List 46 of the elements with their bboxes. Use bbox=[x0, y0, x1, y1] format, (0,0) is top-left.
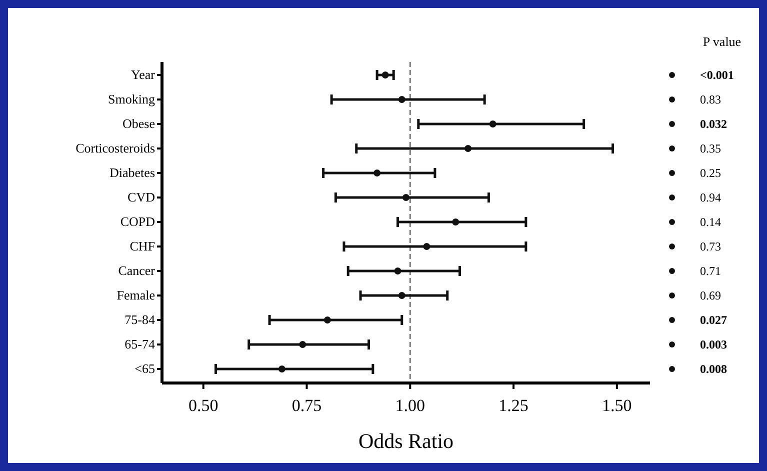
point bbox=[402, 194, 410, 201]
point bbox=[278, 366, 286, 372]
text: P value bbox=[702, 34, 742, 49]
x-axis-title: Odds Ratio bbox=[358, 429, 454, 453]
point bbox=[423, 243, 430, 250]
point bbox=[452, 218, 460, 226]
y-tick-label: Smoking bbox=[108, 92, 156, 106]
y-tick-label: 65-74 bbox=[124, 336, 156, 352]
text: 0.027 bbox=[700, 313, 727, 327]
y-tick-label: Female bbox=[116, 288, 156, 302]
y-tick-label: COPD bbox=[120, 214, 155, 229]
x-tick-label: 0.75 bbox=[292, 396, 322, 415]
x-tick-label: 1.00 bbox=[395, 396, 426, 415]
text: 0.35 bbox=[700, 142, 721, 156]
text: <0.001 bbox=[700, 68, 734, 82]
text: 0.003 bbox=[700, 338, 727, 352]
text: 0.73 bbox=[700, 240, 721, 254]
point bbox=[374, 170, 381, 176]
y-tick-label: Year bbox=[131, 67, 156, 82]
point bbox=[299, 341, 306, 348]
x-tick-label: 1.25 bbox=[498, 396, 528, 415]
y-tick-label: Corticosteroids bbox=[76, 140, 155, 156]
point bbox=[382, 72, 389, 78]
text: 0.032 bbox=[700, 117, 727, 131]
y-tick-label: CVD bbox=[128, 190, 155, 204]
text: 0.14 bbox=[700, 215, 721, 229]
y-tick-label: Cancer bbox=[118, 263, 156, 278]
text: 0.008 bbox=[700, 362, 727, 376]
y-tick-label: 75-84 bbox=[124, 312, 156, 327]
x-tick-label: 0.50 bbox=[188, 396, 218, 415]
point bbox=[394, 268, 402, 274]
x-tick-label: 1.50 bbox=[602, 396, 632, 415]
point bbox=[464, 145, 472, 152]
point bbox=[489, 120, 496, 128]
point bbox=[398, 96, 406, 103]
text: 0.71 bbox=[700, 264, 721, 278]
text: 0.69 bbox=[700, 288, 721, 302]
point bbox=[398, 292, 406, 299]
y-tick-label: <65 bbox=[134, 361, 155, 376]
y-tick-label: Diabetes bbox=[110, 165, 155, 180]
point bbox=[324, 316, 331, 324]
y-tick-label: CHF bbox=[130, 238, 155, 254]
text: 0.25 bbox=[700, 166, 721, 180]
text: 0.94 bbox=[700, 190, 721, 204]
text: 0.83 bbox=[700, 92, 721, 106]
y-tick-label: Obese bbox=[122, 116, 156, 131]
